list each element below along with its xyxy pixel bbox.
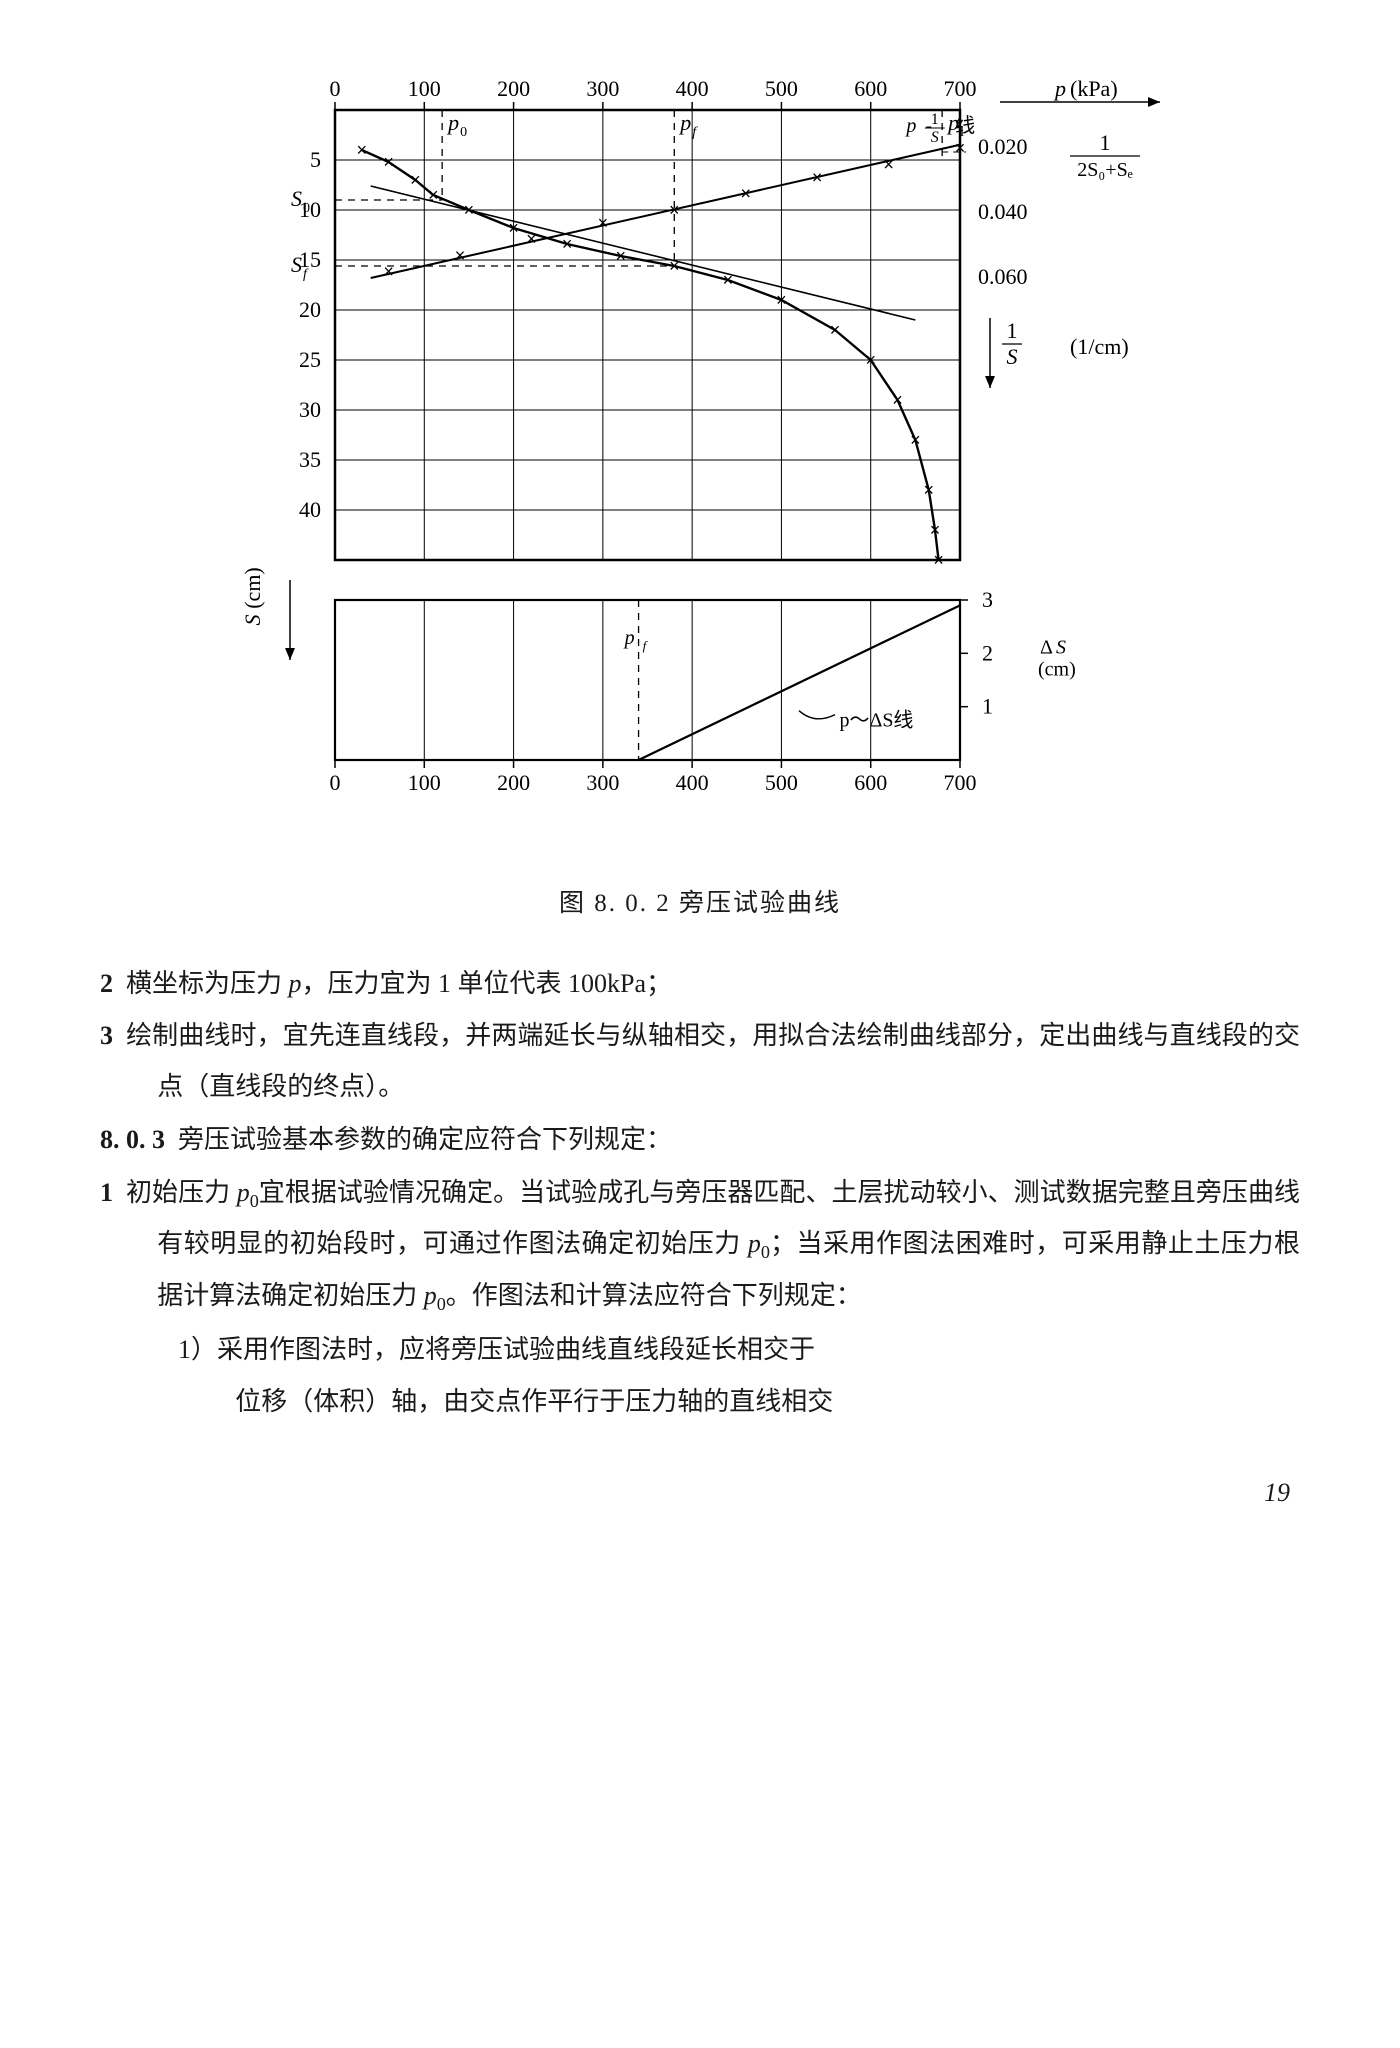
svg-text:×: × bbox=[598, 213, 609, 233]
svg-text:S: S bbox=[1056, 636, 1066, 658]
svg-text:×: × bbox=[812, 167, 823, 187]
svg-text:600: 600 bbox=[854, 770, 887, 795]
list-item-3: 3绘制曲线时，宜先连直线段，并两端延长与纵轴相交，用拟合法绘制曲线部分，定出曲线… bbox=[100, 1011, 1300, 1112]
figure-caption: 图 8. 0. 2 旁压试验曲线 bbox=[100, 880, 1300, 929]
svg-text:0: 0 bbox=[460, 125, 467, 140]
svg-text:p: p bbox=[678, 110, 691, 135]
svg-text:1: 1 bbox=[931, 111, 939, 128]
svg-text:×: × bbox=[669, 200, 680, 220]
svg-text:400: 400 bbox=[676, 76, 709, 101]
svg-text:p: p bbox=[446, 110, 459, 135]
svg-text:40: 40 bbox=[299, 497, 321, 522]
svg-text:200: 200 bbox=[497, 770, 530, 795]
svg-text:×: × bbox=[410, 170, 421, 190]
svg-text:p: p bbox=[623, 627, 635, 649]
svg-text:p～ΔS线: p～ΔS线 bbox=[839, 709, 913, 732]
svg-text:2S₀+Sₑ: 2S₀+Sₑ bbox=[1077, 159, 1133, 181]
svg-text:×: × bbox=[776, 290, 787, 310]
svg-text:1: 1 bbox=[982, 694, 993, 719]
svg-text:100: 100 bbox=[408, 770, 441, 795]
svg-text:×: × bbox=[865, 350, 876, 370]
svg-text:f: f bbox=[692, 125, 698, 140]
svg-text:p: p bbox=[904, 115, 916, 137]
svg-text:(kPa): (kPa) bbox=[1070, 76, 1118, 101]
svg-text:S: S bbox=[291, 252, 302, 277]
section-803-subitem-1-line1: 1）采用作图法时，应将旁压试验曲线直线段延长相交于 bbox=[100, 1325, 1300, 1376]
svg-text:×: × bbox=[830, 320, 841, 340]
svg-text:700: 700 bbox=[944, 770, 977, 795]
svg-text:0.060: 0.060 bbox=[978, 264, 1028, 289]
svg-text:700: 700 bbox=[944, 76, 977, 101]
svg-text:×: × bbox=[883, 154, 894, 174]
svg-text:600: 600 bbox=[854, 76, 887, 101]
svg-text:400: 400 bbox=[676, 770, 709, 795]
svg-text:20: 20 bbox=[299, 297, 321, 322]
svg-text:300: 300 bbox=[586, 770, 619, 795]
svg-text:2: 2 bbox=[982, 640, 993, 665]
svg-text:线: 线 bbox=[955, 114, 975, 137]
svg-text:×: × bbox=[740, 184, 751, 204]
svg-text:S: S bbox=[931, 129, 939, 146]
svg-text:Δ: Δ bbox=[1040, 636, 1053, 658]
svg-text:200: 200 bbox=[497, 76, 530, 101]
svg-text:0.020: 0.020 bbox=[978, 134, 1028, 159]
svg-text:p: p bbox=[1053, 76, 1066, 101]
section-803-item-1: 1初始压力 p0宜根据试验情况确定。当试验成孔与旁压器匹配、土层扰动较小、测试数… bbox=[100, 1168, 1300, 1323]
svg-text:500: 500 bbox=[765, 770, 798, 795]
svg-text:0: 0 bbox=[330, 770, 341, 795]
svg-text:500: 500 bbox=[765, 76, 798, 101]
svg-text:×: × bbox=[455, 245, 466, 265]
page-number: 19 bbox=[100, 1468, 1300, 1519]
svg-text:5: 5 bbox=[310, 147, 321, 172]
svg-text:S: S bbox=[1007, 344, 1018, 369]
section-803-heading: 8. 0. 3 旁压试验基本参数的确定应符合下列规定： bbox=[100, 1115, 1300, 1166]
svg-text:×: × bbox=[562, 234, 573, 254]
svg-text:×: × bbox=[910, 430, 921, 450]
svg-text:×: × bbox=[526, 229, 537, 249]
svg-text:S: S bbox=[291, 186, 302, 211]
figure-pressuremeter-curve: 0100200300400500600700p(kPa)510152025303… bbox=[190, 60, 1210, 870]
svg-text:300: 300 bbox=[586, 76, 619, 101]
svg-text:35: 35 bbox=[299, 447, 321, 472]
svg-text:×: × bbox=[933, 550, 944, 570]
svg-text:(cm): (cm) bbox=[240, 567, 265, 609]
svg-text:×: × bbox=[923, 480, 934, 500]
svg-text:×: × bbox=[930, 520, 941, 540]
svg-text:f: f bbox=[643, 638, 649, 653]
svg-text:3: 3 bbox=[982, 587, 993, 612]
svg-text:×: × bbox=[383, 262, 394, 282]
svg-text:1: 1 bbox=[1100, 130, 1111, 155]
svg-text:30: 30 bbox=[299, 397, 321, 422]
svg-text:×: × bbox=[383, 152, 394, 172]
list-item-2: 2横坐标为压力 p，压力宜为 1 单位代表 100kPa； bbox=[100, 959, 1300, 1010]
svg-text:×: × bbox=[357, 140, 368, 160]
section-803-subitem-1-line2: 位移（体积）轴，由交点作平行于压力轴的直线相交 bbox=[100, 1377, 1300, 1428]
svg-text:0.040: 0.040 bbox=[978, 199, 1028, 224]
svg-text:(cm): (cm) bbox=[1038, 658, 1076, 680]
svg-text:×: × bbox=[955, 138, 966, 158]
svg-text:(1/cm): (1/cm) bbox=[1070, 334, 1129, 359]
svg-text:0: 0 bbox=[303, 201, 310, 216]
svg-text:1: 1 bbox=[1007, 318, 1018, 343]
svg-text:S: S bbox=[240, 615, 265, 626]
svg-text:×: × bbox=[892, 390, 903, 410]
svg-text:100: 100 bbox=[408, 76, 441, 101]
svg-text:0: 0 bbox=[330, 76, 341, 101]
svg-text:25: 25 bbox=[299, 347, 321, 372]
